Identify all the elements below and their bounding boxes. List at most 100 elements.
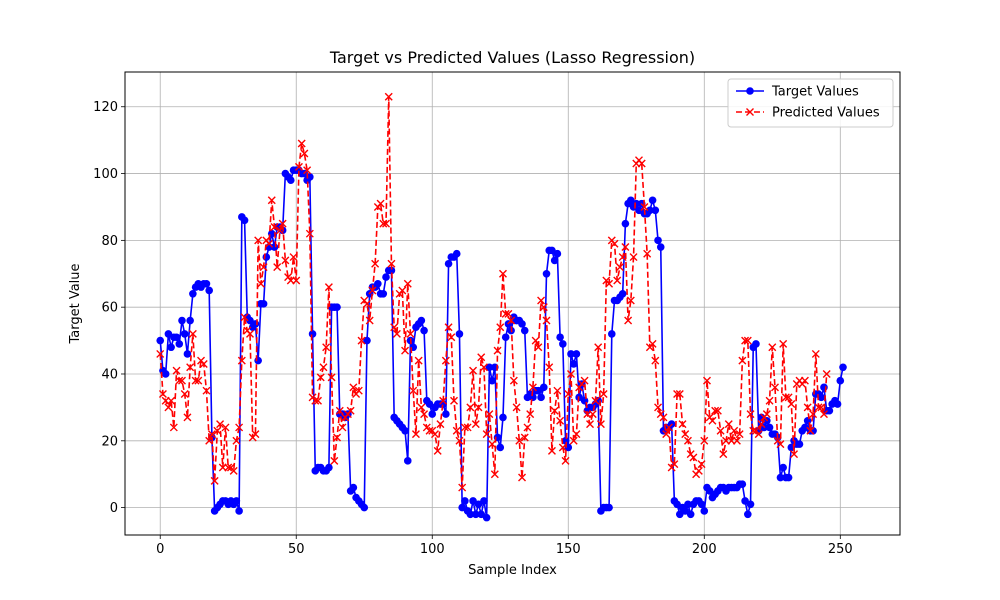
data-point — [716, 426, 725, 435]
data-point — [771, 383, 779, 392]
data-point — [161, 370, 170, 378]
data-point — [779, 463, 787, 472]
data-point — [811, 349, 820, 358]
data-point — [469, 497, 477, 505]
data-point — [188, 329, 197, 338]
data-point — [550, 406, 559, 415]
data-point — [382, 219, 391, 228]
data-point — [670, 460, 679, 469]
data-point — [561, 456, 570, 465]
data-point — [553, 386, 562, 395]
x-tick-label: 150 — [556, 542, 581, 557]
data-point — [741, 497, 749, 505]
data-point — [708, 416, 717, 425]
data-point — [586, 420, 595, 429]
data-point — [452, 426, 461, 435]
data-point — [539, 383, 548, 392]
data-point — [776, 473, 785, 482]
data-point — [455, 330, 464, 338]
data-point — [262, 253, 271, 261]
data-point — [281, 256, 290, 265]
data-point — [403, 457, 412, 465]
data-point — [607, 330, 616, 338]
data-point — [591, 396, 600, 405]
data-point — [376, 199, 385, 208]
data-point — [330, 456, 339, 465]
data-point — [795, 440, 804, 448]
data-point — [501, 333, 510, 342]
data-point — [817, 403, 826, 412]
axis-ticks: 0 50 100 150 200 250 0 20 40 60 80 100 120 — [93, 100, 853, 557]
data-point — [681, 507, 690, 515]
data-point — [820, 383, 828, 392]
data-point — [752, 340, 760, 348]
data-point — [648, 196, 657, 205]
y-tick-label: 0 — [110, 501, 118, 516]
data-point — [629, 253, 638, 262]
data-point — [224, 463, 233, 472]
data-point — [781, 393, 790, 402]
data-point — [518, 473, 527, 482]
data-point — [403, 279, 412, 288]
data-point — [362, 299, 371, 308]
data-point — [430, 430, 439, 439]
data-point — [703, 376, 711, 385]
data-point — [417, 403, 426, 412]
data-point — [379, 290, 388, 298]
data-point — [534, 343, 543, 352]
data-point — [232, 436, 241, 445]
data-point — [621, 243, 630, 252]
data-point — [189, 290, 197, 298]
data-point — [455, 436, 464, 445]
data-point — [324, 283, 333, 292]
plot-frame — [124, 71, 901, 536]
x-tick-label: 200 — [692, 542, 717, 557]
data-point — [512, 403, 521, 412]
data-point — [542, 269, 551, 278]
data-point — [496, 323, 505, 332]
data-point — [744, 510, 752, 519]
data-point — [730, 426, 739, 435]
data-point — [651, 356, 660, 365]
data-point — [624, 316, 633, 325]
data-point — [580, 396, 589, 405]
data-point — [469, 366, 478, 375]
data-point — [496, 443, 505, 452]
data-point — [180, 390, 189, 399]
data-point — [673, 390, 682, 399]
data-point — [254, 236, 263, 245]
data-point — [757, 420, 766, 429]
data-point — [379, 219, 388, 228]
data-point — [300, 149, 309, 158]
data-point — [259, 263, 268, 272]
data-point — [360, 503, 369, 512]
data-point — [292, 276, 301, 285]
data-point — [689, 453, 698, 462]
data-point — [596, 420, 605, 429]
data-point — [477, 353, 486, 362]
legend-label: Target Values — [771, 85, 859, 100]
data-point — [406, 329, 415, 338]
data-point — [177, 376, 186, 385]
data-point — [615, 263, 624, 272]
data-point — [768, 343, 777, 352]
data-point — [216, 420, 225, 429]
data-point — [175, 376, 184, 385]
data-point — [654, 403, 663, 412]
y-axis-label: Target Value — [68, 263, 83, 344]
data-point — [719, 450, 728, 459]
data-point — [384, 92, 393, 101]
data-point — [803, 403, 812, 412]
data-point — [564, 390, 573, 399]
data-point — [374, 279, 382, 288]
data-point — [700, 507, 709, 515]
data-point — [390, 323, 399, 332]
data-point — [697, 500, 706, 509]
data-point — [681, 430, 690, 439]
data-point — [479, 363, 488, 372]
data-point — [825, 406, 834, 415]
data-point — [504, 309, 513, 318]
data-point — [172, 333, 181, 342]
data-point — [746, 410, 755, 419]
data-point — [246, 329, 254, 338]
